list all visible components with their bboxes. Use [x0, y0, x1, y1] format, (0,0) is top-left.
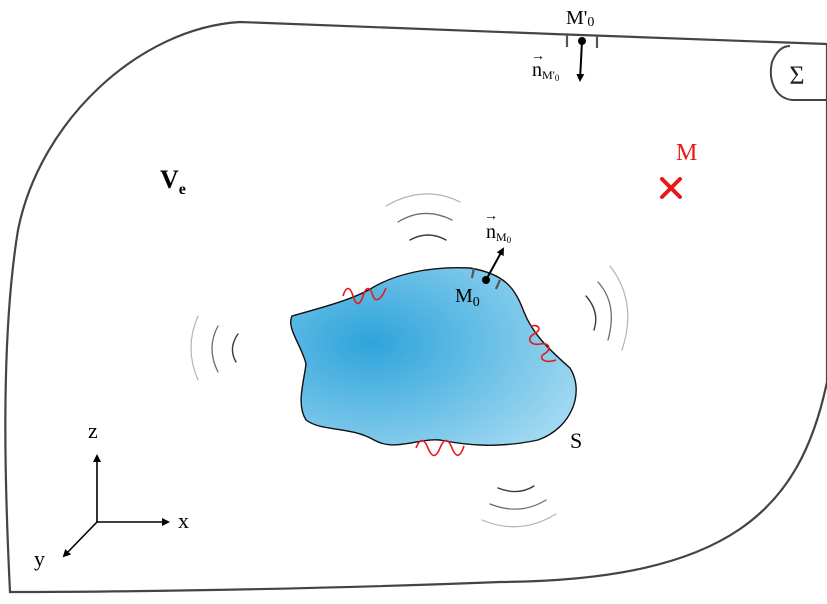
normal-m0-label: nM0	[486, 221, 512, 245]
sigma-label-arc	[770, 45, 827, 101]
point-m0	[482, 276, 490, 284]
coordinate-axes	[62, 454, 170, 558]
sound-waves-right	[585, 265, 629, 351]
volume-label: Ve	[160, 165, 186, 198]
axis-y-line	[62, 521, 98, 558]
sound-waves-left	[190, 315, 239, 381]
radiating-body	[290, 266, 577, 446]
axis-y-label: y	[34, 546, 45, 571]
axis-x-label: x	[178, 508, 189, 533]
outer-boundary-sigma	[4, 20, 827, 594]
normal-m0p-arrow	[576, 40, 585, 82]
point-m-marker	[660, 177, 682, 199]
m0-tick-right	[494, 279, 502, 290]
surface-vibration-right	[528, 324, 557, 363]
axis-z-label: z	[88, 418, 98, 443]
sigma-label: Σ	[789, 61, 804, 90]
sound-waves-bottom	[481, 485, 557, 528]
normal-m0p-label: nM'0	[532, 59, 560, 83]
body-label: S	[570, 428, 582, 453]
normal-m0-arrow	[485, 247, 504, 281]
normal-m0p-vector-arrow: →	[531, 49, 545, 64]
m0-prime-label: M'0	[566, 7, 594, 30]
m0-tick-left	[470, 267, 476, 279]
m0-label: M0	[455, 285, 480, 310]
normal-m0-vector-arrow: →	[484, 209, 498, 224]
point-m-label: M	[676, 140, 697, 166]
sound-waves-top	[385, 193, 461, 241]
point-m0-prime	[578, 37, 586, 45]
surface-vibration-top	[342, 287, 387, 305]
surface-vibration-bottom	[415, 439, 465, 457]
